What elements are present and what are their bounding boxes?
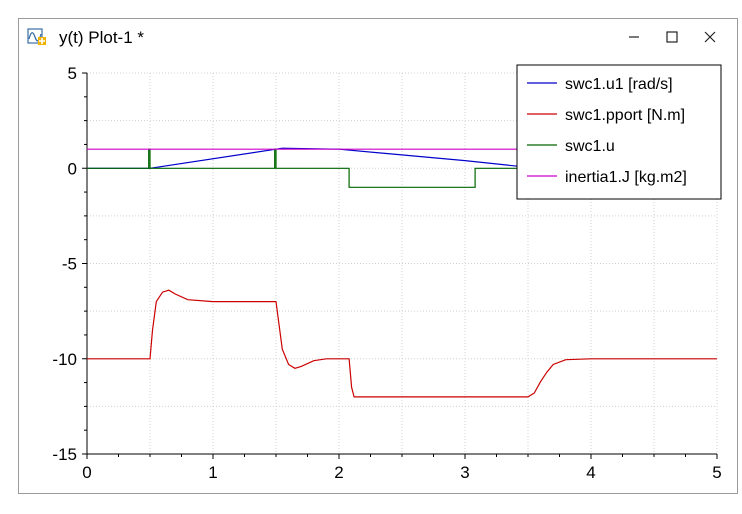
y-tick-label: -5 [62, 255, 77, 274]
plot-icon [27, 28, 46, 45]
legend-label-2[interactable]: swc1.u [565, 138, 615, 155]
series-line-0 [87, 147, 529, 169]
maximize-button[interactable] [653, 23, 691, 51]
window-title: y(t) Plot-1 * [59, 28, 145, 47]
axes: 0 1 2 3 4 5 5 0 -5 -10 -15 [52, 64, 721, 482]
plot-area[interactable]: 0 1 2 3 4 5 5 0 -5 -10 -15 swc1.u1 [rad/s] swc1.ppo… [19, 55, 737, 493]
minimize-button[interactable] [615, 23, 653, 51]
legend-label-0[interactable]: swc1.u1 [rad/s] [565, 76, 673, 93]
y-tick-label: 0 [68, 159, 77, 178]
y-tick-label: -10 [52, 350, 77, 369]
line-chart[interactable]: 0 1 2 3 4 5 5 0 -5 -10 -15 swc1.u1 [rad/s] swc1.ppo… [19, 55, 737, 493]
legend[interactable]: swc1.u1 [rad/s] swc1.pport [N.m] swc1.u ine… [516, 64, 722, 200]
legend-label-3[interactable]: inertia1.J [kg.m2] [565, 169, 687, 186]
close-button[interactable] [691, 23, 729, 51]
series-line-1 [87, 289, 717, 398]
legend-label-1[interactable]: swc1.pport [N.m] [565, 107, 685, 124]
y-tick-label: 5 [68, 64, 77, 83]
x-tick-label: 1 [208, 463, 217, 482]
plot-window: y(t) Plot-1 * 0 1 2 3 4 5 5 0 -5 -10 -15 swc1.u1 [… [18, 18, 738, 494]
x-tick-label: 0 [82, 463, 91, 482]
minimize-icon [629, 36, 639, 38]
x-tick-label: 5 [712, 463, 721, 482]
x-tick-label: 3 [460, 463, 469, 482]
series-line-2 [87, 148, 528, 188]
maximize-icon [666, 31, 678, 43]
x-tick-label: 2 [334, 463, 343, 482]
x-tick-label: 4 [586, 463, 595, 482]
close-icon [704, 31, 716, 43]
title-bar[interactable]: y(t) Plot-1 * [19, 19, 737, 55]
y-tick-label: -15 [52, 445, 77, 464]
legend-box [516, 64, 722, 200]
